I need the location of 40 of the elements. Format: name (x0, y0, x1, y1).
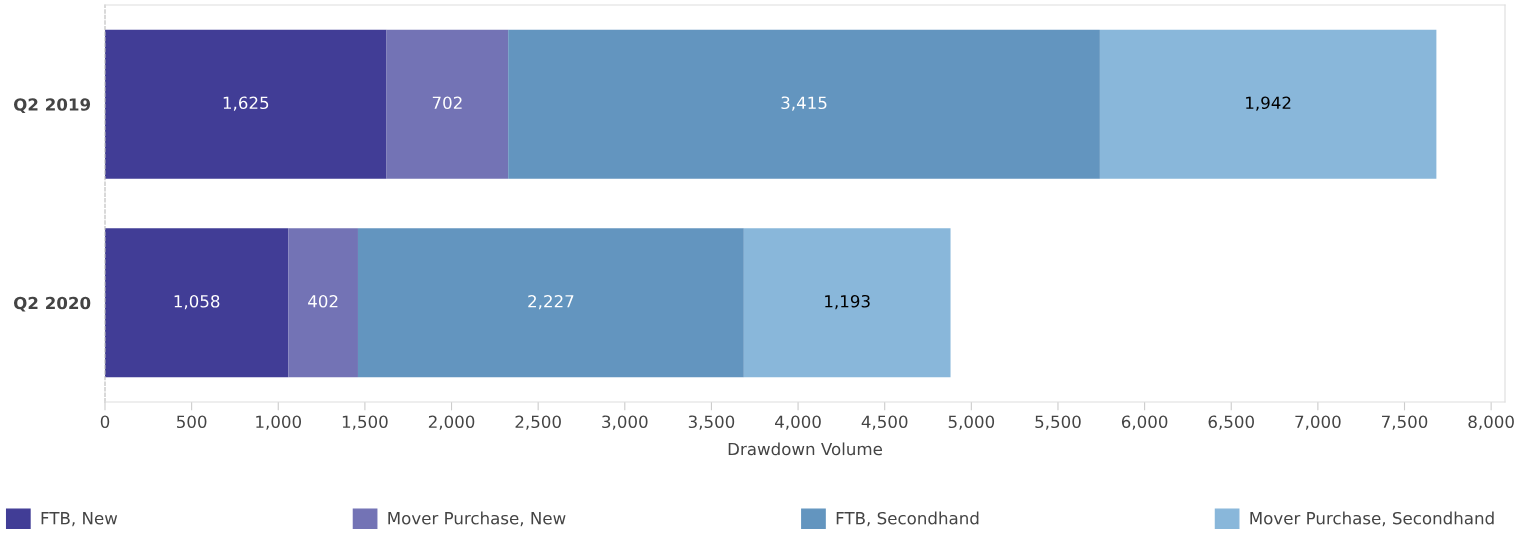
data-label: 1,193 (825, 294, 870, 310)
legend-label: FTB, Secondhand (836, 511, 979, 527)
x-tick-label: 1,500 (342, 415, 388, 430)
y-tick-label: Q2 2019 (13, 98, 91, 114)
bar (105, 29, 387, 179)
bar (508, 29, 1100, 179)
x-tick-label: 5,500 (1035, 415, 1081, 430)
x-tick-label: 8,000 (1468, 415, 1514, 430)
x-tick-label: 7,000 (1295, 415, 1341, 430)
bar (288, 228, 358, 378)
x-tick-label: 6,500 (1208, 415, 1254, 430)
legend-label: Mover Purchase, New (388, 511, 566, 527)
x-tick-label: 0 (100, 415, 110, 429)
data-label: 702 (432, 96, 462, 110)
x-tick-label: 500 (177, 415, 207, 429)
x-tick-label: 2,000 (428, 415, 475, 430)
legend-label: FTB, New (41, 512, 118, 527)
data-label: 1,942 (1246, 96, 1291, 111)
legend-label: Mover Purchase, Secondhand (1250, 511, 1494, 527)
data-label: 1,058 (174, 294, 220, 310)
data-label: 3,415 (781, 96, 827, 111)
x-tick-label: 5,000 (948, 415, 995, 430)
bar (105, 228, 289, 378)
x-tick-label: 4,500 (861, 415, 908, 430)
x-tick-label: 3,000 (602, 415, 648, 430)
x-tick-label: 6,000 (1121, 415, 1168, 430)
x-tick-label: 7,500 (1382, 415, 1428, 430)
y-tick-label: Q2 2020 (13, 296, 91, 312)
bar (386, 29, 509, 179)
x-tick-label: 1,000 (256, 415, 302, 430)
data-label: 1,625 (223, 96, 269, 111)
x-tick-label: 3,500 (688, 415, 735, 430)
bar (1099, 29, 1437, 179)
bar (743, 228, 951, 378)
x-tick-label: 2,500 (515, 415, 561, 430)
data-label: 2,227 (528, 294, 574, 310)
bar (357, 228, 744, 378)
x-axis-title: Drawdown Volume (728, 442, 883, 456)
x-tick-label: 4,000 (775, 415, 821, 430)
data-label: 402 (308, 294, 338, 308)
